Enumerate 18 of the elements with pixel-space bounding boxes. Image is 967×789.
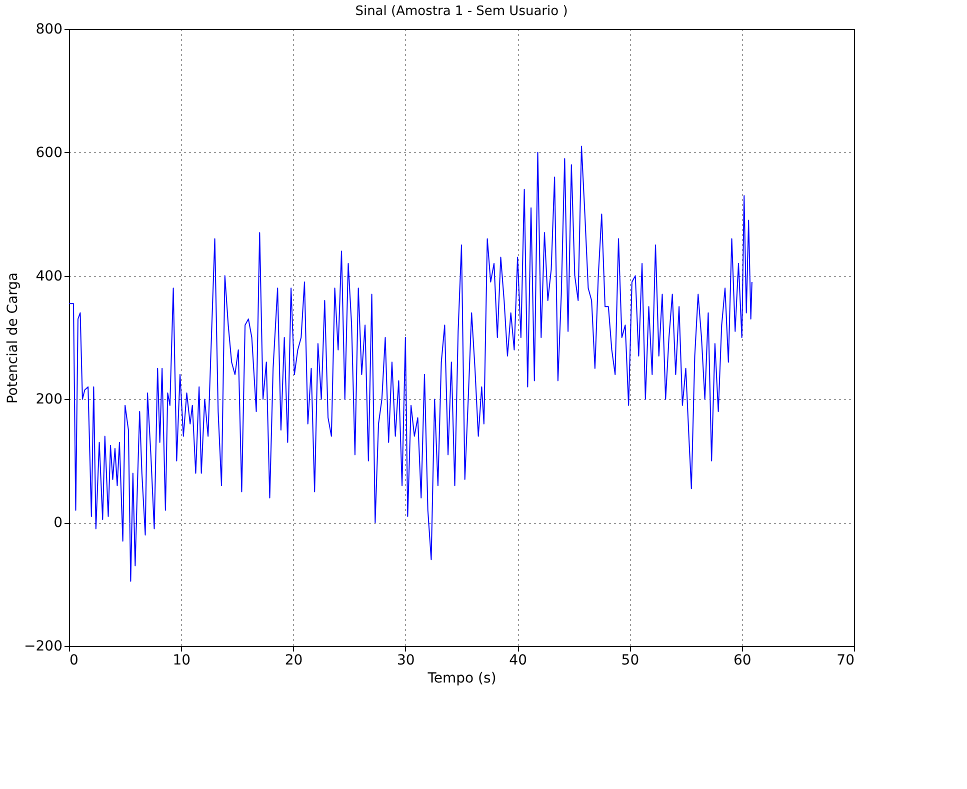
y-tick-label: 200: [36, 392, 62, 408]
x-tick-label: 0: [70, 652, 78, 668]
y-tick-label: −200: [24, 638, 62, 654]
x-tick-label: 20: [284, 652, 303, 668]
chart-title: Sinal (Amostra 1 - Sem Usuario ): [355, 4, 568, 19]
y-tick-label: 400: [36, 268, 62, 284]
x-tick-label: 30: [397, 652, 415, 668]
x-tick-label: 40: [509, 652, 527, 668]
y-tick-label: 0: [54, 515, 62, 532]
x-tick-label: 70: [836, 652, 854, 668]
x-tick-label: 50: [621, 652, 640, 668]
line-series: [68, 146, 752, 582]
x-axis-title: Tempo (s): [426, 670, 496, 686]
y-axis-title: Potencial de Carga: [5, 272, 22, 404]
y-tick-label: 800: [36, 22, 62, 38]
x-tick-label: 60: [733, 652, 752, 668]
y-tick-label: 600: [36, 144, 62, 161]
x-tick-label: 10: [172, 652, 191, 668]
